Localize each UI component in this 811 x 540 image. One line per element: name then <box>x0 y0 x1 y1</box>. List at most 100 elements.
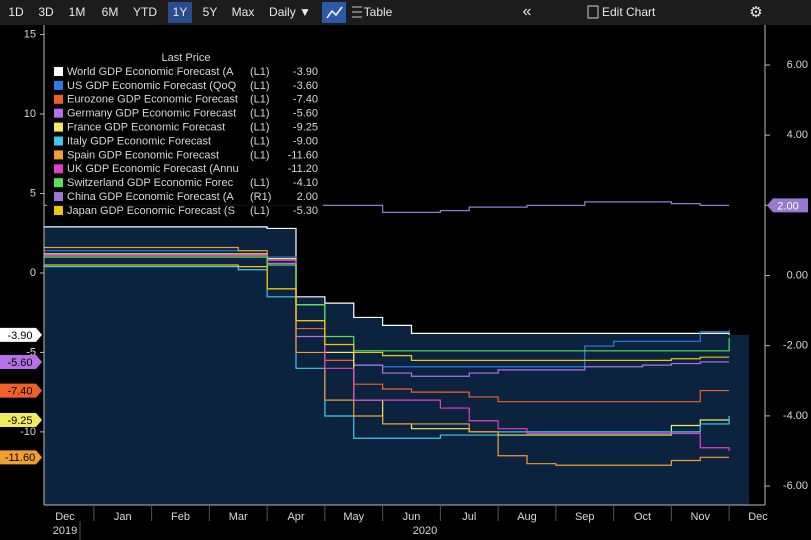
price-tag-label: -3.90 <box>7 330 32 342</box>
legend-name: Japan GDP Economic Forecast (S <box>67 205 235 217</box>
price-tag <box>0 327 42 342</box>
legend-value: -4.10 <box>293 177 318 189</box>
settings-icon[interactable]: ⚙ <box>749 4 762 21</box>
year-label: 2019 <box>53 525 77 537</box>
legend-axis: (L1) <box>250 122 270 134</box>
legend-title: Last Price <box>162 52 211 64</box>
range-button[interactable]: 3D <box>38 5 54 19</box>
legend-value: -3.90 <box>293 66 318 78</box>
x-tick-label: May <box>343 511 364 523</box>
legend-axis: (L1) <box>250 66 270 78</box>
table-icon-lines <box>352 6 362 18</box>
legend-swatch <box>54 67 63 76</box>
legend-value: -9.00 <box>293 135 318 147</box>
x-tick-label: Dec <box>55 511 75 523</box>
legend-name: World GDP Economic Forecast (A <box>67 66 234 78</box>
legend-name: Italy GDP Economic Forecast <box>67 135 211 147</box>
range-button[interactable]: 6M <box>102 5 119 19</box>
range-button[interactable]: YTD <box>133 5 157 19</box>
legend-swatch <box>54 192 63 202</box>
legend-swatch <box>54 136 63 146</box>
price-tag-label: 2.00 <box>777 200 798 212</box>
legend-axis: (L1) <box>250 205 270 217</box>
legend-name: Eurozone GDP Economic Forecast <box>67 94 238 106</box>
legend-name: Spain GDP Economic Forecast <box>67 149 219 161</box>
legend-axis: (R1) <box>250 191 271 203</box>
price-tag <box>767 198 808 213</box>
range-selected <box>168 2 192 23</box>
y-tick-label: 15 <box>24 28 36 40</box>
frequency-dropdown[interactable]: Daily ▼ <box>269 5 311 19</box>
x-tick-label: Mar <box>229 511 248 523</box>
legend-swatch <box>54 164 63 174</box>
x-tick-label: Jun <box>403 511 421 523</box>
price-tag <box>0 383 42 398</box>
series-line <box>44 265 730 439</box>
y-tick-label: -5 <box>26 346 36 358</box>
legend-name: UK GDP Economic Forecast (Annu <box>67 163 239 175</box>
chart-icon <box>326 6 343 19</box>
legend-name: US GDP Economic Forecast (QoQ <box>67 80 237 92</box>
legend-axis: (L1) <box>250 94 270 106</box>
price-tag <box>0 354 42 369</box>
edit-chart-button[interactable]: Edit Chart <box>602 5 656 19</box>
edit-icon <box>587 5 599 19</box>
x-tick-label: Nov <box>690 511 710 523</box>
legend-value: -3.60 <box>293 80 318 92</box>
legend-swatch <box>54 108 63 118</box>
legend-swatch <box>54 80 63 90</box>
toolbar-bg <box>0 0 811 25</box>
legend-value: -7.40 <box>293 94 318 106</box>
legend-axis: (L1) <box>250 80 270 92</box>
legend-name: Switzerland GDP Economic Forec <box>67 177 234 189</box>
legend-axis: (L1) <box>250 135 270 147</box>
table-button[interactable]: Table <box>364 5 393 19</box>
range-button[interactable]: 1Y <box>173 5 188 19</box>
x-tick-label: Oct <box>634 511 651 523</box>
y2-tick-label: -6.00 <box>783 480 808 492</box>
x-tick-label: Sep <box>575 511 595 523</box>
collapse-button[interactable]: « <box>523 3 532 20</box>
legend-swatch <box>54 94 63 104</box>
price-tag-label: -9.25 <box>7 415 32 427</box>
legend-axis: (L1) <box>250 108 270 120</box>
legend-value: 2.00 <box>297 191 318 203</box>
price-tag-label: -11.60 <box>5 452 35 464</box>
x-tick-label: Dec <box>748 511 768 523</box>
y2-tick-label: 4.00 <box>787 129 808 141</box>
x-tick-label: Aug <box>517 511 537 523</box>
legend-value: -11.20 <box>288 163 318 175</box>
x-tick-label: Feb <box>171 511 190 523</box>
legend-name: France GDP Economic Forecast <box>67 122 225 134</box>
y-tick-label: -10 <box>20 426 36 438</box>
series-line <box>44 254 730 451</box>
legend-axis: (L1) <box>250 177 270 189</box>
y-tick-label: 5 <box>30 187 36 199</box>
plot <box>44 201 750 505</box>
legend-swatch <box>54 122 63 132</box>
legend-swatch <box>54 150 63 160</box>
range-button[interactable]: 1M <box>69 5 86 19</box>
legend-value: -5.60 <box>293 108 318 120</box>
series-line <box>44 256 730 352</box>
legend-name: Germany GDP Economic Forecast <box>67 108 236 120</box>
y2-tick-label: 0.00 <box>787 269 808 281</box>
year-label: 2020 <box>413 525 437 537</box>
y2-tick-label: -4.00 <box>783 410 808 422</box>
range-button[interactable]: 5Y <box>203 5 218 19</box>
legend-swatch <box>54 206 63 215</box>
range-button[interactable]: Max <box>232 5 255 19</box>
y2-tick-label: -2.00 <box>783 340 808 352</box>
range-button[interactable]: 1D <box>8 5 24 19</box>
price-tag <box>0 450 42 465</box>
x-tick-label: Apr <box>287 511 304 523</box>
y-tick-label: 10 <box>24 108 36 120</box>
legend-name: China GDP Economic Forecast (A <box>67 191 234 203</box>
price-tag-label: -5.60 <box>7 357 32 369</box>
legend-value: -11.60 <box>288 149 318 161</box>
series-line <box>44 264 730 361</box>
legend-axis: (L1) <box>250 149 270 161</box>
series-line <box>44 246 730 466</box>
